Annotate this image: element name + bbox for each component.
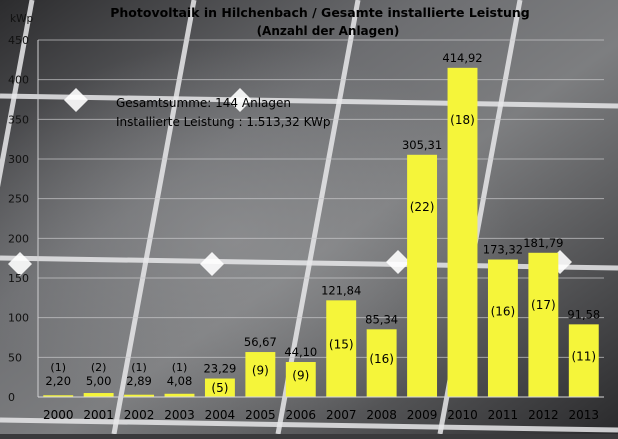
bar: [43, 395, 74, 397]
bar-value-label: 305,31: [402, 138, 442, 152]
x-tick-label: 2008: [366, 408, 397, 422]
chart-title: Photovoltaik in Hilchenbach / Gesamte in…: [110, 5, 529, 20]
y-axis-ticks: 0 50 100 150 200 250 300 350 400 450: [8, 34, 29, 404]
bar-count-label: (9): [292, 369, 309, 383]
x-tick-label: 2004: [205, 408, 236, 422]
y-tick-label: 0: [8, 391, 15, 404]
panel-node: [64, 88, 88, 112]
y-tick-label: 250: [8, 193, 29, 206]
bar-count-label: (11): [571, 350, 596, 364]
bar-value-label: 121,84: [321, 283, 361, 297]
y-tick-label: 450: [8, 34, 29, 47]
y-tick-label: 300: [8, 153, 29, 166]
y-axis-label: kWp: [10, 13, 33, 25]
panel-line-vertical: [111, 0, 197, 435]
panel-line-horizontal: [0, 417, 618, 433]
panel-line-vertical: [275, 0, 361, 435]
bar-count-label: (9): [252, 364, 269, 378]
annotation-total-power: Installierte Leistung : 1.513,32 KWp: [116, 115, 331, 129]
panel-node: [386, 250, 410, 274]
bar-count-label: (1): [131, 361, 147, 374]
bar-value-label: 2,89: [126, 374, 152, 388]
x-tick-label: 2007: [326, 408, 357, 422]
bar-count-label: (5): [211, 381, 228, 395]
bar-value-label: 44,10: [284, 345, 317, 359]
bar: [124, 394, 155, 397]
panel-node: [8, 252, 32, 276]
y-tick-label: 200: [8, 232, 29, 245]
bar: [447, 67, 478, 397]
bar: [164, 393, 195, 397]
panel-node: [200, 252, 224, 276]
bar: [568, 324, 599, 397]
annotation-total-count: Gesamtsumme: 144 Anlagen: [116, 96, 291, 110]
bar: [326, 300, 357, 397]
bar-count-label: (1): [172, 361, 188, 374]
bar-count-label: (16): [491, 304, 516, 318]
x-tick-label: 2011: [488, 408, 519, 422]
bar: [285, 362, 316, 397]
chart-subtitle: (Anzahl der Anlagen): [257, 24, 400, 38]
x-tick-label: 2013: [569, 408, 600, 422]
bar: [366, 329, 397, 397]
x-tick-label: 2000: [43, 408, 74, 422]
y-tick-label: 350: [8, 113, 29, 126]
bar: [407, 154, 438, 397]
x-tick-label: 2006: [286, 408, 317, 422]
bar-value-label: 56,67: [244, 335, 277, 349]
x-tick-label: 2001: [83, 408, 114, 422]
bar-value-label: 91,58: [567, 307, 600, 321]
x-tick-label: 2012: [528, 408, 559, 422]
y-tick-label: 100: [8, 312, 29, 325]
bar-count-label: (17): [531, 298, 556, 312]
panel-line-vertical: [0, 0, 35, 188]
bar-value-label: 5,00: [86, 374, 112, 388]
x-tick-label: 2010: [447, 408, 478, 422]
bar: [83, 393, 114, 397]
y-tick-label: 50: [8, 351, 22, 364]
bar-value-label: 85,34: [365, 312, 398, 326]
bar-count-label: (18): [450, 113, 475, 127]
panel-node: [228, 88, 252, 112]
bar: [204, 378, 235, 397]
bar-value-label: 23,29: [203, 362, 236, 376]
x-axis-ticks: 2000 2001 2002 2003 2004 2005 2006 2007 2008 2009…: [38, 396, 604, 422]
x-tick-label: 2005: [245, 408, 276, 422]
bar-count-label: (22): [410, 200, 435, 214]
bar-value-label: 2,20: [45, 374, 71, 388]
bar-value-label: 173,32: [483, 242, 523, 256]
y-tick-label: 150: [8, 272, 29, 285]
y-tick-label: 400: [8, 74, 29, 87]
x-tick-label: 2002: [124, 408, 155, 422]
x-tick-label: 2009: [407, 408, 438, 422]
bar-count-label: (1): [50, 361, 66, 374]
bar-value-label: 4,08: [167, 374, 193, 388]
panel-line-horizontal: [0, 93, 618, 109]
bar-count-label: (16): [369, 352, 394, 366]
bar-value-label: 414,92: [442, 51, 482, 65]
bar-series: 2,20(1)5,00(2)2,89(1)4,08(1) 23,29(5)56,6…: [43, 51, 600, 397]
bar: [245, 352, 276, 397]
bar-count-label: (15): [329, 338, 354, 352]
x-tick-label: 2003: [164, 408, 195, 422]
bar-value-label: 181,79: [523, 236, 563, 250]
bar-count-label: (2): [91, 361, 107, 374]
bar: [487, 259, 518, 397]
bar: [528, 252, 559, 397]
